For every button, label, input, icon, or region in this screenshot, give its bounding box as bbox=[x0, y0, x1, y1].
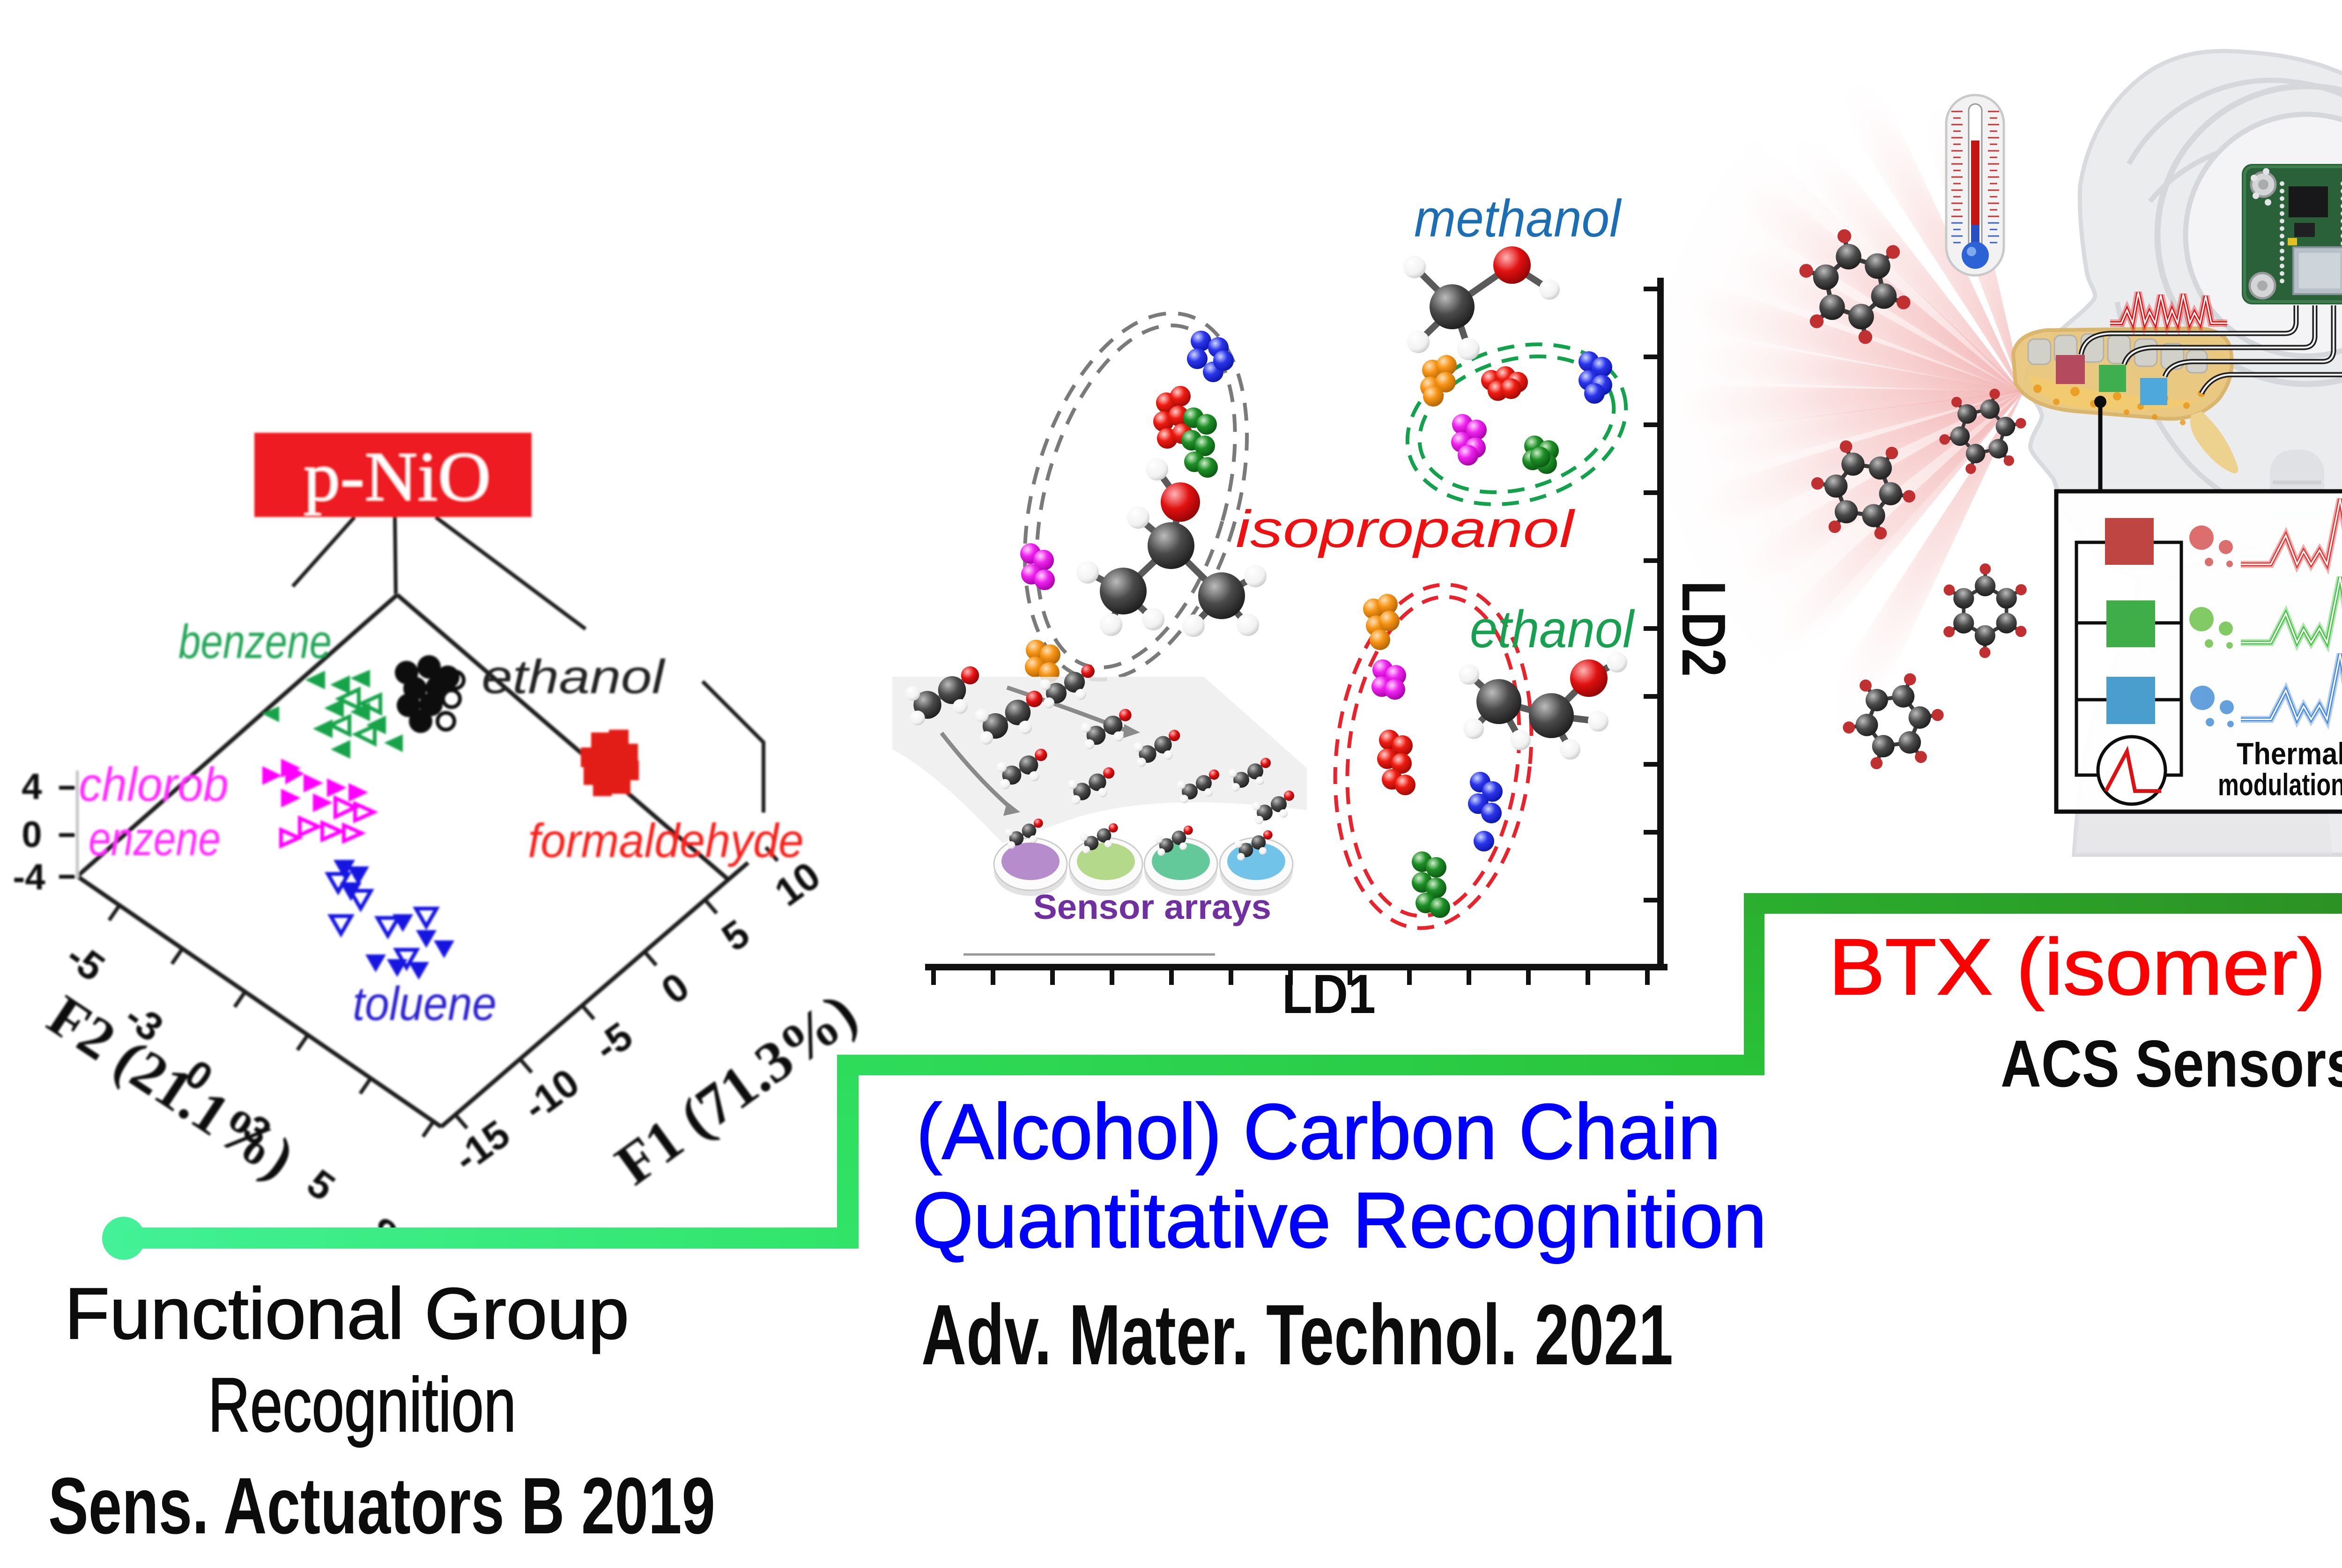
svg-text:BTX (isomer) Recognition: BTX (isomer) Recognition bbox=[1829, 923, 2342, 1012]
svg-text:formaldehyde: formaldehyde bbox=[528, 814, 804, 867]
svg-text:(Alcohol) Carbon Chain: (Alcohol) Carbon Chain bbox=[916, 1087, 1721, 1176]
svg-text:benzene: benzene bbox=[178, 615, 332, 668]
svg-text:-4: -4 bbox=[13, 856, 45, 897]
svg-text:ethanol: ethanol bbox=[1470, 600, 1635, 658]
svg-text:4: 4 bbox=[22, 766, 42, 807]
svg-text:Functional Group: Functional Group bbox=[65, 1273, 629, 1354]
svg-text:Sensor arrays: Sensor arrays bbox=[1033, 888, 1271, 926]
svg-text:enzene: enzene bbox=[89, 812, 221, 865]
svg-text:p-NiO: p-NiO bbox=[304, 438, 491, 516]
svg-text:Thermal: Thermal bbox=[2237, 736, 2342, 771]
svg-text:modulation: modulation bbox=[2218, 767, 2342, 802]
svg-text:methanol: methanol bbox=[1414, 189, 1622, 248]
svg-text:Quantitative Recognition: Quantitative Recognition bbox=[912, 1176, 1767, 1264]
svg-text:0: 0 bbox=[22, 814, 42, 855]
svg-text:Sens. Actuators B 2019: Sens. Actuators B 2019 bbox=[48, 1461, 715, 1551]
svg-text:Recognition: Recognition bbox=[208, 1362, 516, 1448]
svg-text:isopropanol: isopropanol bbox=[1236, 500, 1576, 558]
svg-text:LD1: LD1 bbox=[1282, 963, 1376, 1025]
svg-text:chlorob: chlorob bbox=[79, 758, 229, 811]
svg-text:toluene: toluene bbox=[353, 977, 497, 1030]
svg-text:ACS Sensors 2021: ACS Sensors 2021 bbox=[2001, 1027, 2342, 1101]
svg-text:Adv. Mater. Technol. 2021: Adv. Mater. Technol. 2021 bbox=[921, 1287, 1673, 1383]
svg-text:ethanol: ethanol bbox=[482, 650, 666, 703]
